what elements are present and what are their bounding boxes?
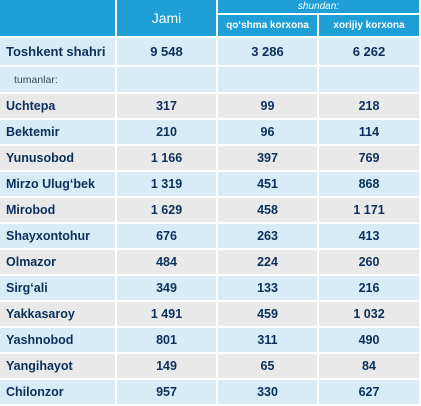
- row-name: Sirg‘ali: [0, 276, 115, 300]
- cell-jami: 9 548: [117, 38, 216, 65]
- table-row: Mirzo Ulug‘bek 1 319 451 868: [0, 172, 419, 196]
- cell-qoshma: 330: [218, 380, 317, 404]
- cell-jami: 957: [117, 380, 216, 404]
- cell-jami: 484: [117, 250, 216, 274]
- row-name: Yashnobod: [0, 328, 115, 352]
- header-jami: Jami: [117, 0, 216, 36]
- row-name: Yangihayot: [0, 354, 115, 378]
- cell-xorijiy: 1 171: [319, 198, 419, 222]
- section-label: tumanlar:: [0, 67, 115, 92]
- cell-qoshma: 224: [218, 250, 317, 274]
- header-xorijiy-korxona: xorijiy korxona: [319, 14, 419, 36]
- cell-xorijiy: 769: [319, 146, 419, 170]
- table-row-total: Toshkent shahri 9 548 3 286 6 262: [0, 38, 419, 65]
- row-name: Mirobod: [0, 198, 115, 222]
- table-row: Shayxontohur 676 263 413: [0, 224, 419, 248]
- row-name: Yakkasaroy: [0, 302, 115, 326]
- cell-xorijiy: 1 032: [319, 302, 419, 326]
- cell-qoshma: 99: [218, 94, 317, 118]
- cell-xorijiy: 413: [319, 224, 419, 248]
- district-rows: Uchtepa 317 99 218 Bektemir 210 96 114 Yunusobod…: [0, 94, 419, 404]
- row-name: Yunusobod: [0, 146, 115, 170]
- cell-xorijiy: 490: [319, 328, 419, 352]
- cell-qoshma: 451: [218, 172, 317, 196]
- cell-jami: 210: [117, 120, 216, 144]
- cell-xorijiy: 216: [319, 276, 419, 300]
- cell-jami: 1 629: [117, 198, 216, 222]
- cell-xorijiy: 218: [319, 94, 419, 118]
- cell-qoshma: 3 286: [218, 38, 317, 65]
- row-name: Chilonzor: [0, 380, 115, 404]
- cell-xorijiy: 868: [319, 172, 419, 196]
- row-name: Uchtepa: [0, 94, 115, 118]
- cell-jami: 317: [117, 94, 216, 118]
- cell-qoshma: 459: [218, 302, 317, 326]
- cell-jami: 1 491: [117, 302, 216, 326]
- table-row: Yangihayot 149 65 84: [0, 354, 419, 378]
- table-row: Yakkasaroy 1 491 459 1 032: [0, 302, 419, 326]
- header-corner-cell: [0, 0, 115, 36]
- cell-xorijiy: 260: [319, 250, 419, 274]
- cell-jami: 1 319: [117, 172, 216, 196]
- section-label-row: tumanlar:: [0, 67, 419, 92]
- cell-qoshma: 397: [218, 146, 317, 170]
- cell-qoshma: 458: [218, 198, 317, 222]
- table-row: Bektemir 210 96 114: [0, 120, 419, 144]
- cell-qoshma: 96: [218, 120, 317, 144]
- row-name: Toshkent shahri: [0, 38, 115, 65]
- row-name: Mirzo Ulug‘bek: [0, 172, 115, 196]
- cell-jami: 149: [117, 354, 216, 378]
- table-row: Olmazor 484 224 260: [0, 250, 419, 274]
- cell-jami: 1 166: [117, 146, 216, 170]
- row-name: Bektemir: [0, 120, 115, 144]
- cell-qoshma: 311: [218, 328, 317, 352]
- table-row: Chilonzor 957 330 627: [0, 380, 419, 404]
- table-row: Mirobod 1 629 458 1 171: [0, 198, 419, 222]
- cell-jami: 676: [117, 224, 216, 248]
- row-name: Olmazor: [0, 250, 115, 274]
- table-row: Uchtepa 317 99 218: [0, 94, 419, 118]
- table-row: Yashnobod 801 311 490: [0, 328, 419, 352]
- cell-xorijiy: 84: [319, 354, 419, 378]
- cell-qoshma: 263: [218, 224, 317, 248]
- cell-xorijiy: 627: [319, 380, 419, 404]
- cell-jami: 801: [117, 328, 216, 352]
- cell-qoshma: 65: [218, 354, 317, 378]
- cell-xorijiy: 6 262: [319, 38, 419, 65]
- row-name: Shayxontohur: [0, 224, 115, 248]
- header-shundan: shundan:: [218, 0, 419, 13]
- table-row: Yunusobod 1 166 397 769: [0, 146, 419, 170]
- table-row: Sirg‘ali 349 133 216: [0, 276, 419, 300]
- cell-xorijiy: 114: [319, 120, 419, 144]
- cell-jami: 349: [117, 276, 216, 300]
- cell-qoshma: 133: [218, 276, 317, 300]
- header-qoshma-korxona: qo‘shma korxona: [218, 14, 317, 36]
